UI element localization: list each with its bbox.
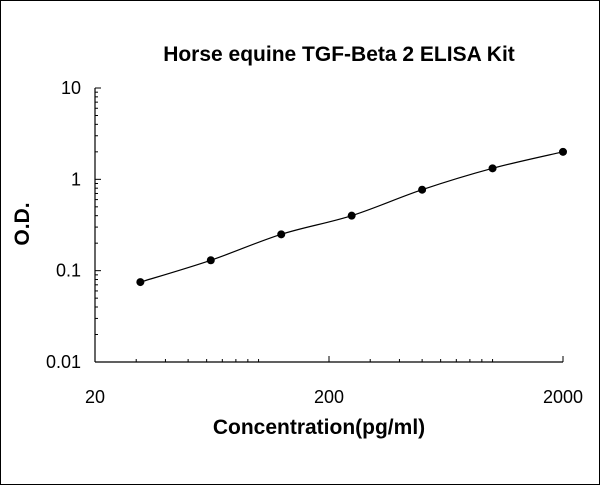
x-tick-label: 20: [85, 387, 105, 407]
y-tick-label: 10: [61, 78, 81, 98]
axes: [94, 88, 563, 363]
y-axis-label: O.D.: [11, 202, 34, 245]
x-axis-label: Concentration(pg/ml): [213, 416, 425, 439]
data-point: [136, 278, 145, 287]
y-tick-label: 0.01: [46, 352, 81, 372]
y-tick-label: 0.1: [56, 261, 81, 281]
axis-ticks: [94, 87, 564, 363]
data-point: [488, 164, 497, 173]
chart-title: Horse equine TGF-Beta 2 ELISA Kit: [163, 43, 515, 66]
data-points: [136, 147, 567, 287]
data-point: [559, 147, 567, 156]
data-point: [418, 185, 427, 194]
y-tick-label: 1: [71, 169, 81, 189]
data-point: [277, 230, 286, 239]
tick-labels: 0.01 0.1 1 10 20 200 2000: [46, 78, 583, 407]
data-point: [206, 256, 215, 265]
x-tick-label: 200: [314, 387, 344, 407]
x-tick-label: 2000: [543, 387, 583, 407]
data-point: [347, 211, 356, 220]
